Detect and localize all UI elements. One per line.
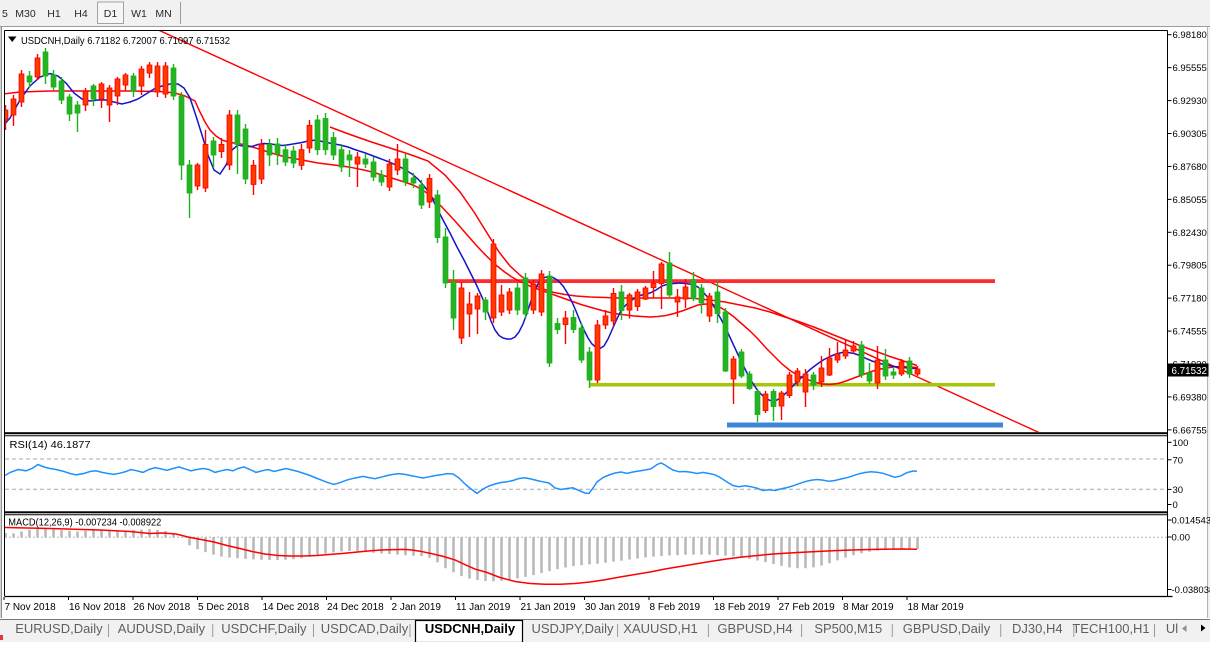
svg-text:0: 0 (1173, 500, 1178, 511)
svg-text:21 Jan 2019: 21 Jan 2019 (521, 602, 576, 613)
svg-text:6.82430: 6.82430 (1173, 228, 1207, 239)
svg-text:GBPUSD,Daily: GBPUSD,Daily (903, 621, 991, 636)
svg-text:USDCNH,Daily: USDCNH,Daily (425, 621, 516, 636)
svg-text:6.69380: 6.69380 (1173, 392, 1207, 403)
svg-text:100: 100 (1173, 438, 1189, 449)
svg-text:26 Nov 2018: 26 Nov 2018 (134, 602, 191, 613)
svg-text:5 Dec 2018: 5 Dec 2018 (198, 602, 250, 613)
svg-text:7 Nov 2018: 7 Nov 2018 (5, 602, 57, 613)
svg-text:H1: H1 (47, 8, 61, 20)
svg-text:EURUSD,Daily: EURUSD,Daily (15, 621, 103, 636)
svg-text:24 Dec 2018: 24 Dec 2018 (327, 602, 384, 613)
svg-text:USDCNH,Daily 6.71182 6.72007: USDCNH,Daily 6.71182 6.72007 6.71097 6.7… (21, 35, 230, 47)
svg-text:5: 5 (2, 8, 8, 20)
svg-text:18 Mar 2019: 18 Mar 2019 (908, 602, 965, 613)
svg-text:2 Jan 2019: 2 Jan 2019 (392, 602, 442, 613)
svg-text:M30: M30 (15, 8, 36, 20)
svg-text:TECH100,H1: TECH100,H1 (1072, 621, 1149, 636)
svg-text:6.90305: 6.90305 (1173, 129, 1207, 140)
svg-text:D1: D1 (104, 8, 118, 20)
svg-text:USDJPY,Daily: USDJPY,Daily (531, 621, 614, 636)
svg-text:GBPUSD,H4: GBPUSD,H4 (717, 621, 792, 636)
svg-text:6.66755: 6.66755 (1173, 425, 1207, 436)
svg-text:6.77180: 6.77180 (1173, 294, 1207, 305)
svg-text:W1: W1 (131, 8, 147, 20)
svg-text:0.014543: 0.014543 (1172, 516, 1210, 527)
svg-text:6.74555: 6.74555 (1173, 327, 1207, 338)
svg-text:6.92930: 6.92930 (1173, 96, 1207, 107)
svg-text:Ul: Ul (1166, 621, 1178, 636)
svg-text:USDCHF,Daily: USDCHF,Daily (221, 621, 307, 636)
svg-text:AUDUSD,Daily: AUDUSD,Daily (118, 621, 206, 636)
svg-text:8 Feb 2019: 8 Feb 2019 (650, 602, 701, 613)
svg-text:6.98180: 6.98180 (1173, 30, 1207, 41)
svg-text:6.95555: 6.95555 (1173, 63, 1207, 74)
svg-text:-0.038038: -0.038038 (1172, 585, 1210, 596)
svg-text:DJ30,H4: DJ30,H4 (1012, 621, 1063, 636)
svg-text:XAUUSD,H1: XAUUSD,H1 (623, 621, 697, 636)
svg-text:6.85055: 6.85055 (1173, 195, 1207, 206)
svg-text:MN: MN (155, 8, 171, 20)
svg-text:6.71532: 6.71532 (1172, 366, 1207, 377)
svg-text:MACD(12,26,9) -0.007234 -0.008: MACD(12,26,9) -0.007234 -0.008922 (8, 518, 161, 529)
svg-text:11 Jan 2019: 11 Jan 2019 (456, 602, 511, 613)
svg-text:16 Nov 2018: 16 Nov 2018 (69, 602, 126, 613)
svg-text:18 Feb 2019: 18 Feb 2019 (714, 602, 771, 613)
svg-text:SP500,M15: SP500,M15 (814, 621, 882, 636)
svg-text:27 Feb 2019: 27 Feb 2019 (779, 602, 836, 613)
svg-text:0.00: 0.00 (1172, 533, 1191, 544)
svg-text:14 Dec 2018: 14 Dec 2018 (263, 602, 320, 613)
svg-text:6.87680: 6.87680 (1173, 162, 1207, 173)
svg-text:30: 30 (1173, 485, 1184, 496)
svg-text:6.79805: 6.79805 (1173, 261, 1207, 272)
svg-text:70: 70 (1173, 455, 1184, 466)
svg-text:USDCAD,Daily: USDCAD,Daily (321, 621, 409, 636)
svg-text:RSI(14) 46.1877: RSI(14) 46.1877 (10, 439, 91, 451)
svg-text:30 Jan 2019: 30 Jan 2019 (585, 602, 640, 613)
svg-text:8 Mar 2019: 8 Mar 2019 (843, 602, 894, 613)
svg-text:H4: H4 (74, 8, 88, 20)
